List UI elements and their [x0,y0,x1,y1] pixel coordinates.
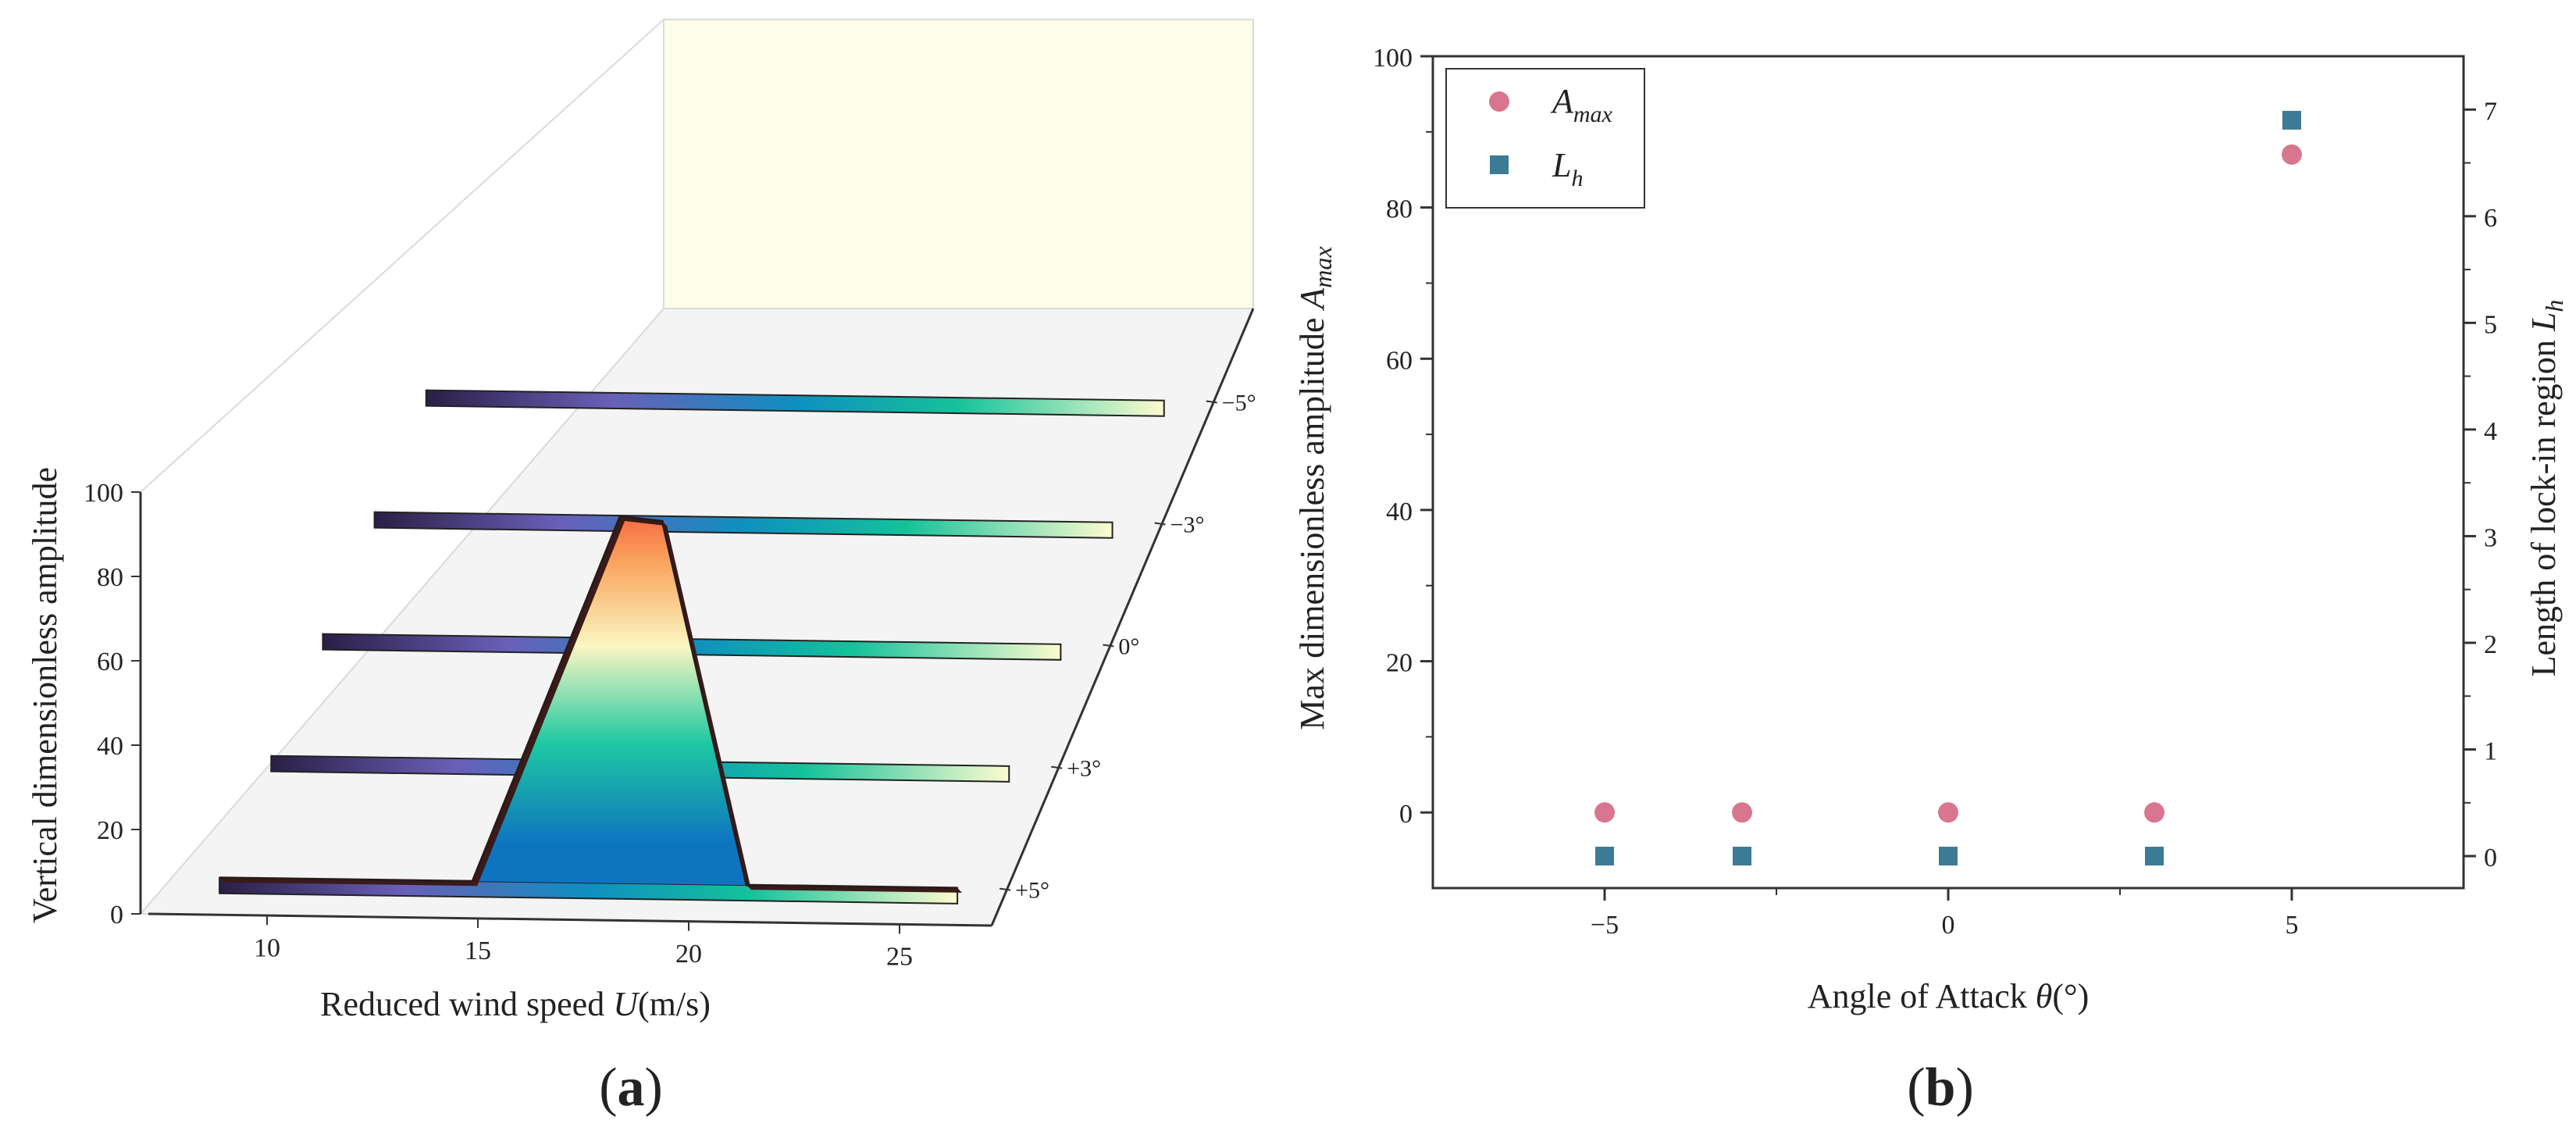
panel-a-depth-tick [999,887,1011,891]
panel-b-label: (b) [1907,1058,1974,1118]
panel-b-y2-tick-label: 7 [2484,97,2497,126]
series-ribbon-1 [373,511,1113,539]
panel-b-x-tick-label: 5 [2286,911,2299,940]
lh-point [1939,847,1958,866]
panel-a-y-tick-label: 100 [84,479,123,508]
x-axis-line [148,912,992,927]
panel-b-y2-tick-label: 4 [2484,417,2497,446]
panel-a-y-tick-label: 0 [110,901,123,929]
panel-b-x-tick-label: 0 [1942,911,1955,940]
panel-b-y2-tick-label: 1 [2484,737,2497,766]
panel-a-depth-tick-label: −3° [1170,512,1205,538]
panel-b-x-tick-label: −5 [1591,911,1619,940]
panel-a-y-axis-label: Vertical dimensionless amplitude [26,467,64,923]
depth-axis-line [990,308,1255,926]
panel-a-x-tick-label: 20 [675,940,702,969]
amax-point [1938,802,1958,823]
panel-a-label: (a) [599,1058,663,1118]
panel-a-y-tick-label: 20 [97,816,123,845]
panel-a-depth-tick-label: +5° [1015,878,1049,904]
panel-a-y-tick-label: 80 [97,563,123,592]
panel-a-x-axis-label: Reduced wind speed U(m/s) [320,985,711,1023]
panel-b-y-tick-label: 60 [1386,346,1413,375]
panel-b-scatter-chart: 0 20 40 60 80 100 0 1 2 3 4 5 6 7 −5 0 5 Amax Lh Max dim… [1293,44,2568,1118]
panel-b-y2-tick-label: 2 [2484,630,2497,659]
panel-b-y2-tick-label: 3 [2484,523,2497,552]
panel-b-y-tick-label: 40 [1386,498,1413,526]
lh-point [2145,847,2164,866]
panel-a-y-tick-label: 40 [97,732,123,761]
legend-marker-amax [1489,91,1509,112]
amax-point [1594,802,1615,823]
legend-label-amax: Amax [1550,82,1613,127]
panel-a-y-tick-label: 60 [97,648,123,676]
back-wall [663,19,1254,309]
ribbon-strip [425,389,1165,417]
legend-label-lh: Lh [1552,146,1583,191]
legend-marker-lh [1490,155,1509,174]
series-ribbon-4 [219,515,963,904]
panel-a-depth-tick [1206,400,1217,404]
lh-point [2282,110,2301,130]
peak-edge [472,516,625,887]
panel-b-x-axis-label: Angle of Attack θ(°) [1808,977,2090,1015]
panel-b-y-tick-label: 0 [1399,800,1413,829]
legend-box [1445,68,1645,209]
panel-a-depth-tick-label: +3° [1067,756,1101,782]
peak-area [219,516,958,888]
amax-point [2282,144,2302,165]
panel-b-y-tick-label: 20 [1386,649,1413,678]
lh-point [1733,847,1751,866]
panel-a-depth-tick [1051,765,1063,769]
peak-outline [219,515,958,890]
panel-b-y2-axis-label: Length of lock-in region Lh [2524,300,2568,677]
panel-b-y2-tick-label: 6 [2484,204,2497,233]
ribbon-strip [373,511,1113,539]
series-ribbon-0 [425,389,1165,417]
panel-a-depth-tick-label: 0° [1118,634,1139,660]
panel-a-depth-tick [1103,644,1114,648]
panel-a-depth-tick-label: −5° [1222,391,1256,416]
panel-b-y-tick-label: 100 [1373,44,1413,73]
panel-b-y2-tick-label: 5 [2484,310,2497,339]
amax-point [2144,802,2164,823]
panel-b-y-axis-label: Max dimensionless amplitude Amax [1293,246,1337,730]
panel-a-x-tick-label: 15 [465,937,491,965]
panel-a-waterfall-chart: 0 20 40 60 80 100 10 15 20 25 −5° −3° 0° +3° +5° Ver… [26,17,1256,1118]
panel-a-depth-tick [1154,522,1166,526]
amax-point [1732,802,1752,823]
panel-b-y-tick-label: 80 [1386,195,1413,224]
lh-point [1595,847,1614,866]
panel-a-x-tick-label: 10 [254,933,280,962]
panel-a-x-tick-label: 25 [886,943,913,972]
legend: Amax Lh [1445,68,1645,209]
panel-b-y2-tick-label: 0 [2484,844,2497,872]
